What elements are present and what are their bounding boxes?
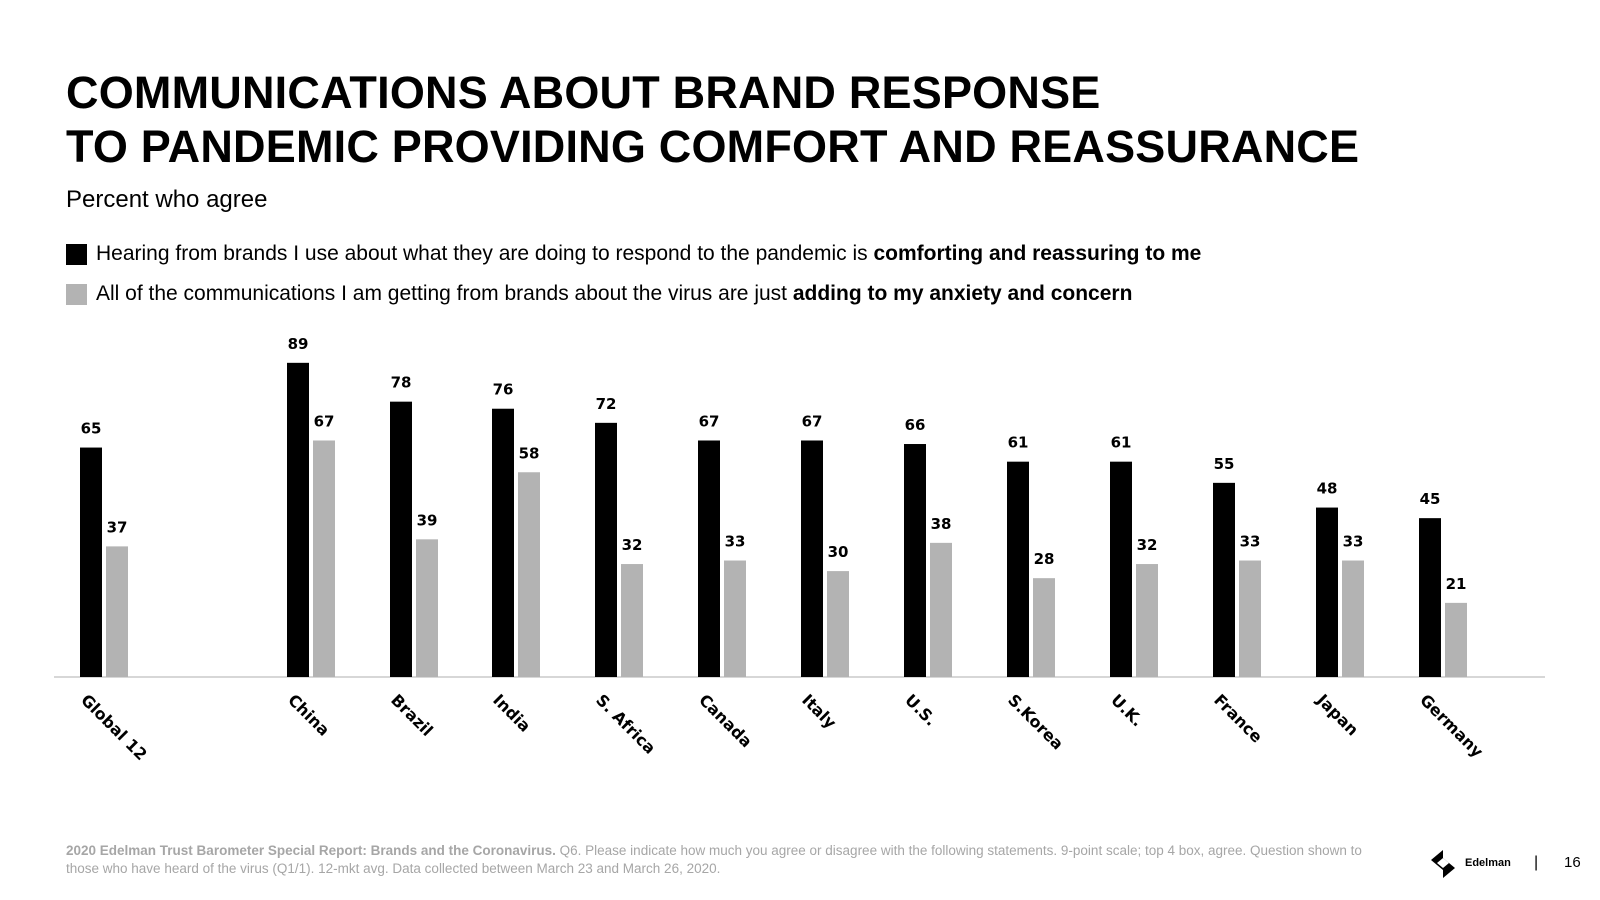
category-label: U.S. xyxy=(901,690,940,729)
bar-anxiety xyxy=(621,564,643,677)
bar-anxiety xyxy=(106,546,128,677)
data-label: 45 xyxy=(1420,490,1441,508)
page-number: 16 xyxy=(1564,854,1581,871)
data-label: 65 xyxy=(81,420,102,438)
data-label: 78 xyxy=(391,374,412,392)
data-label: 61 xyxy=(1111,434,1132,452)
legend-swatch-black xyxy=(66,243,87,265)
bar-anxiety xyxy=(724,560,746,677)
data-label: 89 xyxy=(288,335,309,353)
bar-anxiety xyxy=(1033,578,1055,677)
data-label: 72 xyxy=(596,395,617,413)
bar-comforting xyxy=(492,408,514,677)
data-label: 67 xyxy=(314,412,335,430)
bar-comforting xyxy=(287,362,309,677)
legend-label: All of the communications I am getting f… xyxy=(96,282,1133,305)
category-label: Brazil xyxy=(387,690,437,740)
data-label: 33 xyxy=(1343,533,1364,551)
bar-comforting xyxy=(801,440,823,677)
bar-anxiety xyxy=(416,539,438,677)
category-label: Canada xyxy=(695,690,756,751)
data-label: 30 xyxy=(828,543,849,561)
bar-anxiety xyxy=(313,440,335,677)
bar-chart: 65 37 Global 12 89 67 China 78 39 Brazil 76 58 Indi… xyxy=(54,335,1545,764)
data-label: 55 xyxy=(1214,455,1235,473)
category-label: Japan xyxy=(1312,690,1362,740)
bar-comforting xyxy=(390,401,412,677)
bar-comforting xyxy=(1007,461,1029,677)
bar-comforting xyxy=(595,422,617,677)
data-label: 67 xyxy=(699,412,720,430)
data-label: 39 xyxy=(417,511,438,529)
data-label: 21 xyxy=(1446,575,1467,593)
bar-comforting xyxy=(1316,507,1338,677)
bar-anxiety xyxy=(1136,564,1158,677)
category-label: India xyxy=(489,690,534,735)
footer-source-note: 2020 Edelman Trust Barometer Special Rep… xyxy=(66,843,1362,876)
page-title: COMMUNICATIONS ABOUT BRAND RESPONSE TO P… xyxy=(66,67,1360,172)
bar-comforting xyxy=(80,447,102,677)
data-label: 66 xyxy=(905,416,926,434)
bar-anxiety xyxy=(827,571,849,677)
legend-label: Hearing from brands I use about what the… xyxy=(96,242,1202,265)
bar-anxiety xyxy=(1239,560,1261,677)
data-label: 33 xyxy=(725,533,746,551)
bar-comforting xyxy=(1419,518,1441,677)
page-subtitle: Percent who agree xyxy=(66,186,268,213)
data-label: 32 xyxy=(1137,536,1158,554)
bar-anxiety xyxy=(1342,560,1364,677)
data-label: 67 xyxy=(802,412,823,430)
category-label: Germany xyxy=(1416,690,1487,761)
category-label: Global 12 xyxy=(77,690,151,764)
data-label: 28 xyxy=(1034,550,1055,568)
page-separator: | xyxy=(1534,854,1539,871)
legend-item-comforting: Hearing from brands I use about what the… xyxy=(66,234,1201,274)
legend-item-anxiety: All of the communications I am getting f… xyxy=(66,274,1201,314)
bar-anxiety xyxy=(1445,602,1467,677)
bar-comforting xyxy=(1110,461,1132,677)
data-label: 76 xyxy=(493,381,514,399)
category-label: China xyxy=(284,690,333,739)
bar-anxiety xyxy=(518,472,540,677)
category-label: S. Africa xyxy=(592,690,659,757)
data-label: 33 xyxy=(1240,533,1261,551)
category-label: Italy xyxy=(798,690,840,732)
data-label: 48 xyxy=(1317,480,1338,498)
bar-comforting xyxy=(1213,482,1235,677)
edelman-logo-icon xyxy=(1431,850,1455,878)
bar-anxiety xyxy=(930,542,952,677)
bar-comforting xyxy=(904,444,926,677)
data-label: 58 xyxy=(519,444,540,462)
legend-swatch-gray xyxy=(66,283,87,305)
category-label: U.K. xyxy=(1107,690,1147,730)
logo-text: Edelman xyxy=(1465,857,1511,869)
legend: Hearing from brands I use about what the… xyxy=(66,234,1201,314)
bar-comforting xyxy=(698,440,720,677)
data-label: 37 xyxy=(107,518,128,536)
data-label: 61 xyxy=(1008,434,1029,452)
edelman-logo: Edelman xyxy=(1427,846,1511,880)
data-label: 38 xyxy=(931,515,952,533)
category-label: France xyxy=(1210,690,1266,746)
data-label: 32 xyxy=(622,536,643,554)
category-label: S.Korea xyxy=(1004,690,1067,753)
